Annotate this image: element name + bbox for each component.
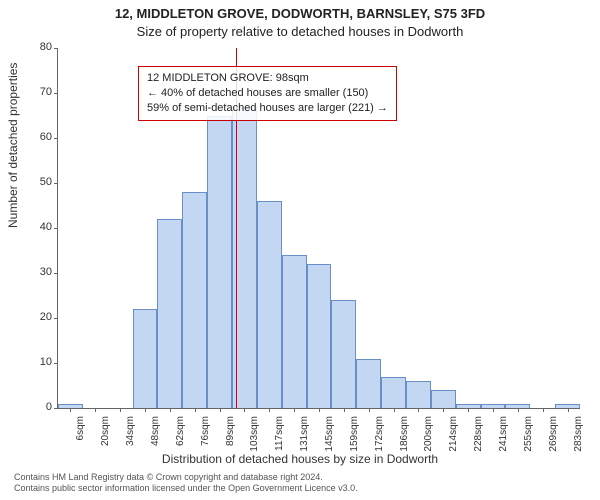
callout-line-3: 59% of semi-detached houses are larger (… [147, 101, 388, 116]
footer-text: Contains HM Land Registry data © Crown c… [14, 472, 358, 495]
x-tick-mark [394, 408, 395, 412]
y-tick-mark [54, 273, 58, 274]
x-tick-mark [170, 408, 171, 412]
x-tick-mark [244, 408, 245, 412]
histogram-bar [207, 116, 232, 409]
chart-title-line1: 12, MIDDLETON GROVE, DODWORTH, BARNSLEY,… [0, 6, 600, 21]
histogram-bar [257, 201, 282, 408]
y-tick-mark [54, 408, 58, 409]
x-tick-mark [70, 408, 71, 412]
x-tick-mark [543, 408, 544, 412]
y-tick-label: 70 [12, 86, 52, 98]
callout-line-2: ← 40% of detached houses are smaller (15… [147, 86, 388, 101]
callout-box: 12 MIDDLETON GROVE: 98sqm ← 40% of detac… [138, 66, 397, 121]
y-tick-label: 50 [12, 176, 52, 188]
y-tick-mark [54, 363, 58, 364]
y-tick-label: 20 [12, 311, 52, 323]
x-axis-label: Distribution of detached houses by size … [0, 452, 600, 466]
y-tick-label: 60 [12, 131, 52, 143]
histogram-bar [182, 192, 207, 408]
y-tick-mark [54, 183, 58, 184]
x-tick-mark [269, 408, 270, 412]
y-tick-label: 40 [12, 221, 52, 233]
y-tick-mark [54, 48, 58, 49]
x-tick-mark [568, 408, 569, 412]
y-tick-label: 30 [12, 266, 52, 278]
x-tick-mark [493, 408, 494, 412]
histogram-bar [133, 309, 158, 408]
y-tick-mark [54, 318, 58, 319]
x-tick-mark [443, 408, 444, 412]
histogram-bar [356, 359, 381, 409]
footer-line-2: Contains public sector information licen… [14, 483, 358, 494]
footer-line-1: Contains HM Land Registry data © Crown c… [14, 472, 358, 483]
y-tick-mark [54, 228, 58, 229]
plot-area: 12 MIDDLETON GROVE: 98sqm ← 40% of detac… [58, 48, 580, 408]
y-tick-mark [54, 138, 58, 139]
histogram-bar [307, 264, 332, 408]
y-tick-label: 10 [12, 356, 52, 368]
x-tick-mark [95, 408, 96, 412]
histogram-bar [331, 300, 356, 408]
x-tick-mark [220, 408, 221, 412]
x-tick-mark [145, 408, 146, 412]
x-tick-mark [319, 408, 320, 412]
chart-container: 12, MIDDLETON GROVE, DODWORTH, BARNSLEY,… [0, 0, 600, 500]
histogram-bar [381, 377, 406, 409]
x-tick-mark [418, 408, 419, 412]
histogram-bar [282, 255, 307, 408]
histogram-bar [157, 219, 182, 408]
callout-line-1: 12 MIDDLETON GROVE: 98sqm [147, 71, 388, 86]
x-tick-mark [195, 408, 196, 412]
x-tick-mark [120, 408, 121, 412]
x-tick-mark [344, 408, 345, 412]
y-tick-mark [54, 93, 58, 94]
x-tick-mark [468, 408, 469, 412]
chart-title-line2: Size of property relative to detached ho… [0, 24, 600, 39]
y-tick-label: 0 [12, 401, 52, 413]
y-tick-label: 80 [12, 41, 52, 53]
histogram-bar [406, 381, 431, 408]
histogram-bar [431, 390, 456, 408]
x-tick-mark [518, 408, 519, 412]
x-tick-mark [369, 408, 370, 412]
x-tick-mark [294, 408, 295, 412]
